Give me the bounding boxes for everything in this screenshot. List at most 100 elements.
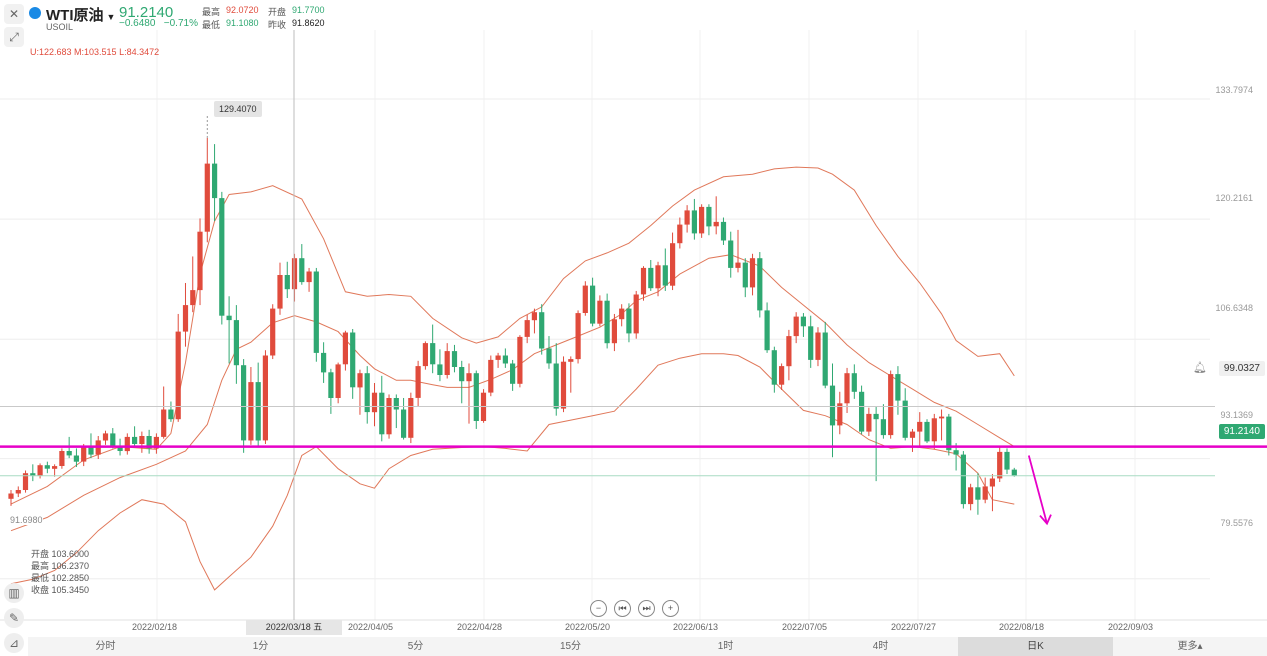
expand-icon[interactable]: ⤢ xyxy=(4,27,24,47)
candle xyxy=(764,302,770,353)
candle xyxy=(510,359,516,391)
candle xyxy=(408,392,414,444)
candle-body xyxy=(182,305,189,332)
timeframe-8[interactable]: 更多▴ xyxy=(1177,641,1203,652)
timeframe-2[interactable]: 1分 xyxy=(252,641,269,652)
candle-body xyxy=(22,473,29,490)
candle xyxy=(924,419,930,444)
candle-body xyxy=(524,320,530,337)
instrument-logo-icon xyxy=(29,7,41,19)
zoom-out-button[interactable]: − xyxy=(590,600,607,617)
candle-body xyxy=(422,343,428,367)
prev-close-label: 昨收 xyxy=(268,20,287,30)
candle xyxy=(102,430,109,445)
candle-body xyxy=(735,262,741,268)
candle-body xyxy=(473,373,479,421)
candle xyxy=(837,391,843,435)
candle xyxy=(524,314,530,344)
candle-body xyxy=(837,403,843,426)
candle-body xyxy=(371,392,378,413)
candle xyxy=(299,244,305,285)
timeframe-7[interactable]: 日K xyxy=(958,637,1113,656)
candle-body xyxy=(313,271,319,353)
bollinger-upper-line xyxy=(10,166,1015,505)
chart-type-icon[interactable]: ▥ xyxy=(4,583,24,603)
close-icon[interactable]: ✕ xyxy=(4,4,24,24)
candle-body xyxy=(946,416,952,451)
candle-body xyxy=(597,300,603,324)
candle-body xyxy=(226,315,232,321)
candle xyxy=(73,448,79,467)
candle xyxy=(749,253,756,296)
scroll-end-button[interactable]: ⏭ xyxy=(638,600,655,617)
candle xyxy=(139,431,145,453)
candle xyxy=(582,281,588,316)
ruler-icon[interactable]: ⊿ xyxy=(4,633,24,653)
candle-body xyxy=(619,308,625,320)
dropdown-caret-icon[interactable]: ▼ xyxy=(106,12,116,22)
candle xyxy=(342,330,348,371)
candle-body xyxy=(328,372,334,398)
pen-icon[interactable]: ✎ xyxy=(4,608,24,628)
min-price-label: 91.6980 xyxy=(10,515,43,525)
timeframe-4[interactable]: 15分 xyxy=(559,641,582,652)
candle-body xyxy=(706,206,712,227)
candle xyxy=(997,445,1003,483)
candle xyxy=(226,296,232,364)
candle xyxy=(22,470,29,493)
candle-body xyxy=(270,308,276,356)
candle xyxy=(706,204,712,236)
candle-body xyxy=(590,285,596,324)
candle-body xyxy=(8,493,14,499)
candle-body xyxy=(902,400,908,438)
candle-body xyxy=(873,413,879,420)
candle xyxy=(720,217,727,245)
candle-body xyxy=(81,446,87,462)
low-label: 最低 xyxy=(202,20,221,30)
instrument-title[interactable]: WTI原油 ▼ xyxy=(46,7,116,24)
bell-icon[interactable]: 🔔︎ xyxy=(1193,362,1207,374)
candle xyxy=(44,461,50,474)
candle-body xyxy=(451,351,458,367)
candle-body xyxy=(175,331,181,420)
candle xyxy=(15,486,21,498)
candle xyxy=(946,413,952,456)
timeframe-3[interactable]: 5分 xyxy=(407,641,424,652)
candle xyxy=(146,429,152,454)
candle-body xyxy=(982,486,988,500)
candle-body xyxy=(953,450,959,455)
scroll-start-button[interactable]: ⏮ xyxy=(614,600,631,617)
candle xyxy=(757,252,763,318)
candle xyxy=(379,375,385,442)
timeframe-1[interactable]: 分时 xyxy=(95,641,116,652)
candle xyxy=(713,196,719,235)
candle xyxy=(640,266,647,301)
crosshair-date-label: 2022/03/18 五 xyxy=(246,620,342,635)
candle xyxy=(277,262,283,315)
candle-body xyxy=(626,308,632,334)
timeframe-5[interactable]: 1时 xyxy=(717,641,734,652)
prev-close-value: 91.8620 xyxy=(292,18,325,28)
zoom-in-button[interactable]: + xyxy=(662,600,679,617)
candle-body xyxy=(568,359,574,362)
candle xyxy=(655,261,661,297)
candle-body xyxy=(262,355,268,441)
candle-body xyxy=(560,361,567,409)
candle xyxy=(771,346,777,393)
timeframe-6[interactable]: 4时 xyxy=(872,641,889,652)
candle xyxy=(1004,448,1010,475)
x-tick: 2022/04/05 xyxy=(348,622,394,632)
candle xyxy=(917,412,923,447)
candle-body xyxy=(379,392,385,435)
candle-body xyxy=(699,206,705,234)
candle-body xyxy=(844,373,850,404)
candle xyxy=(444,343,450,379)
alert-price-tag[interactable]: 99.0327 xyxy=(1218,361,1265,376)
x-tick: 2022/07/05 xyxy=(782,622,828,632)
candle-body xyxy=(800,316,806,327)
y-tick: 79.5576 xyxy=(1220,518,1253,528)
candle-body xyxy=(771,350,777,385)
candle-body xyxy=(866,413,872,432)
candle xyxy=(364,366,370,424)
